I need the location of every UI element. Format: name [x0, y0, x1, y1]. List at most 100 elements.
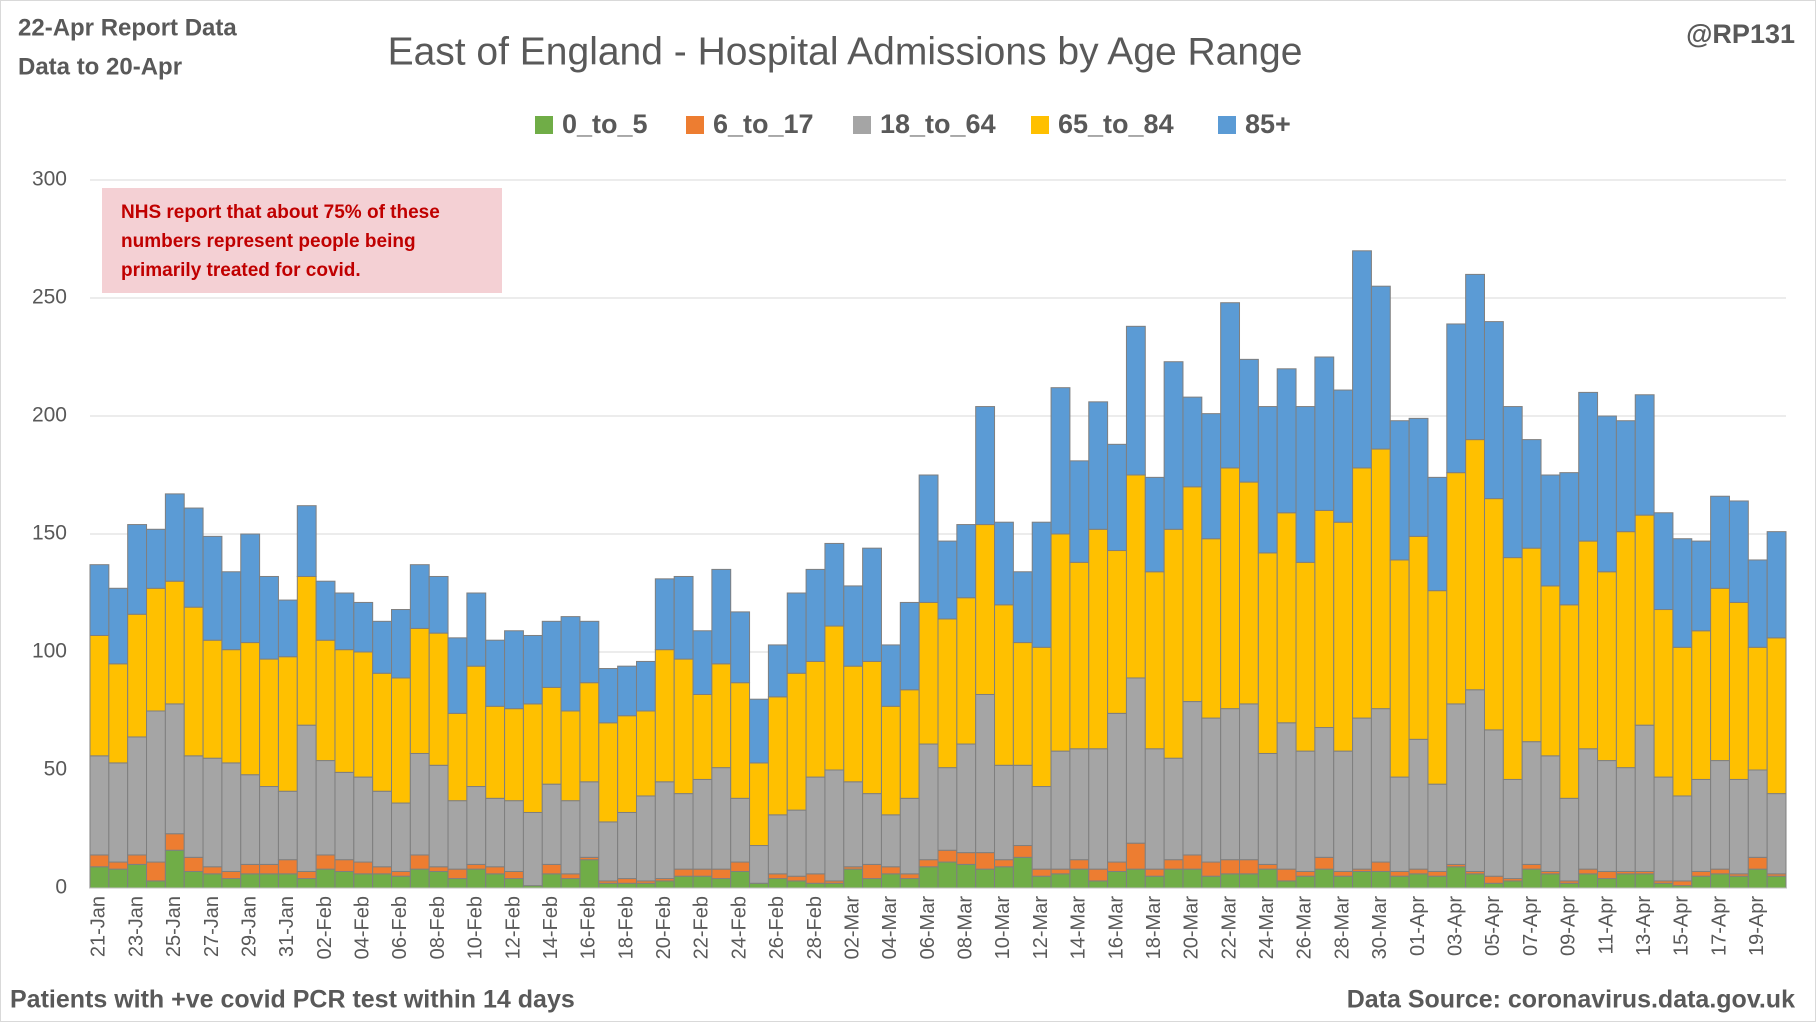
bar-segment — [1276, 722, 1297, 870]
bar-segment — [1672, 795, 1693, 882]
x-tick-label: 22-Feb — [691, 896, 713, 959]
bar-segment — [1276, 368, 1297, 514]
bar-segment — [108, 587, 129, 665]
bar-segment — [541, 783, 562, 865]
bar-segment — [918, 859, 939, 868]
bar-segment — [466, 665, 487, 788]
bar-segment — [428, 575, 449, 634]
bar-segment — [522, 634, 543, 705]
bar-segment — [1427, 476, 1448, 592]
bar-segment — [1333, 389, 1354, 523]
bar-segment — [994, 866, 1014, 889]
legend-swatch — [853, 116, 871, 134]
x-tick-label: 06-Feb — [389, 896, 411, 959]
bar-segment — [956, 852, 977, 865]
bar-segment — [767, 814, 788, 875]
bar-segment — [598, 882, 619, 889]
bar-segment — [918, 474, 939, 603]
bar-segment — [485, 866, 506, 875]
bar-segment — [466, 863, 487, 870]
bar-segment — [598, 668, 619, 724]
bar-segment — [1370, 870, 1391, 889]
bar-segment — [635, 795, 656, 882]
bar-segment — [767, 878, 788, 889]
bar-segment — [1540, 585, 1561, 757]
bar-segment — [1578, 868, 1599, 875]
bar-segment — [372, 790, 393, 868]
bar-segment — [579, 781, 600, 858]
bar-segment — [202, 873, 223, 889]
y-tick-label: 250 — [32, 286, 67, 309]
bar-segment — [1615, 531, 1636, 769]
bar-segment — [183, 755, 204, 858]
bar-segment — [1352, 250, 1372, 469]
bar-segment — [1747, 646, 1768, 771]
bar-segment — [127, 524, 148, 615]
bar-segment — [1653, 776, 1674, 882]
bar-segment — [1220, 859, 1241, 875]
bar-segment — [654, 649, 675, 783]
bar-segment — [1502, 880, 1523, 889]
bar-segment — [89, 564, 110, 636]
bar-segment — [937, 861, 958, 889]
bar-segment — [1465, 689, 1485, 872]
bar-segment — [598, 722, 619, 823]
bar-segment — [1597, 870, 1617, 880]
bar-segment — [1163, 868, 1184, 889]
bar-segment — [918, 601, 939, 745]
bar-segment — [899, 601, 920, 691]
bar-segment — [1559, 604, 1580, 799]
bar-segment — [1257, 752, 1278, 865]
bar-segment — [767, 873, 788, 880]
bar-segment — [918, 866, 939, 889]
x-tick-label: 09-Apr — [1558, 896, 1580, 956]
bar-segment — [1295, 750, 1316, 872]
bar-segment — [334, 870, 355, 889]
bar-segment — [428, 870, 449, 889]
bar-segment — [730, 870, 751, 889]
bar-segment — [1107, 443, 1127, 552]
bar-segment — [1012, 856, 1033, 889]
bar-segment — [315, 760, 336, 856]
bar-segment — [1370, 448, 1391, 710]
bar-segment — [1125, 474, 1146, 679]
x-tick-label: 31-Jan — [276, 896, 298, 957]
bar-segment — [1747, 769, 1768, 858]
bar-segment — [843, 781, 864, 868]
bar-segment — [805, 873, 826, 884]
source: Data Source: coronavirus.data.gov.uk — [1347, 986, 1795, 1014]
bar-segment — [1747, 559, 1768, 648]
bar-segment — [1144, 571, 1165, 750]
bar-segment — [1163, 859, 1184, 870]
bar-segment — [259, 786, 279, 865]
y-tick-label: 50 — [44, 758, 67, 781]
bar-segment — [277, 599, 298, 658]
bar-segment — [1521, 741, 1542, 865]
bar-segment — [1728, 500, 1749, 603]
bar-segment — [1031, 646, 1052, 788]
bar-segment — [1728, 778, 1749, 875]
bar-segment — [447, 712, 468, 802]
bar-segment — [1710, 868, 1730, 875]
bar-segment — [315, 639, 336, 762]
x-tick-label: 30-Mar — [1369, 896, 1391, 960]
x-tick-label: 20-Mar — [1181, 896, 1203, 960]
bar-segment — [673, 875, 694, 889]
bar-segment — [541, 686, 562, 785]
bar-segment — [221, 878, 242, 889]
x-tick-label: 18-Mar — [1143, 896, 1165, 960]
bar-segment — [635, 660, 656, 712]
bar-segment — [956, 743, 977, 854]
bar-segment — [899, 873, 920, 880]
x-tick-label: 22-Mar — [1218, 896, 1240, 960]
bar-segment — [1747, 856, 1768, 870]
bar-segment — [1012, 571, 1033, 644]
bar-segment — [334, 771, 355, 861]
bar-segment — [1389, 776, 1410, 872]
bar-segment — [259, 863, 279, 875]
x-tick-label: 15-Apr — [1671, 896, 1693, 956]
bar-segment — [1050, 868, 1071, 875]
x-tick-label: 26-Feb — [766, 896, 788, 959]
bar-segment — [994, 521, 1014, 606]
x-tick-label: 12-Feb — [502, 896, 524, 959]
